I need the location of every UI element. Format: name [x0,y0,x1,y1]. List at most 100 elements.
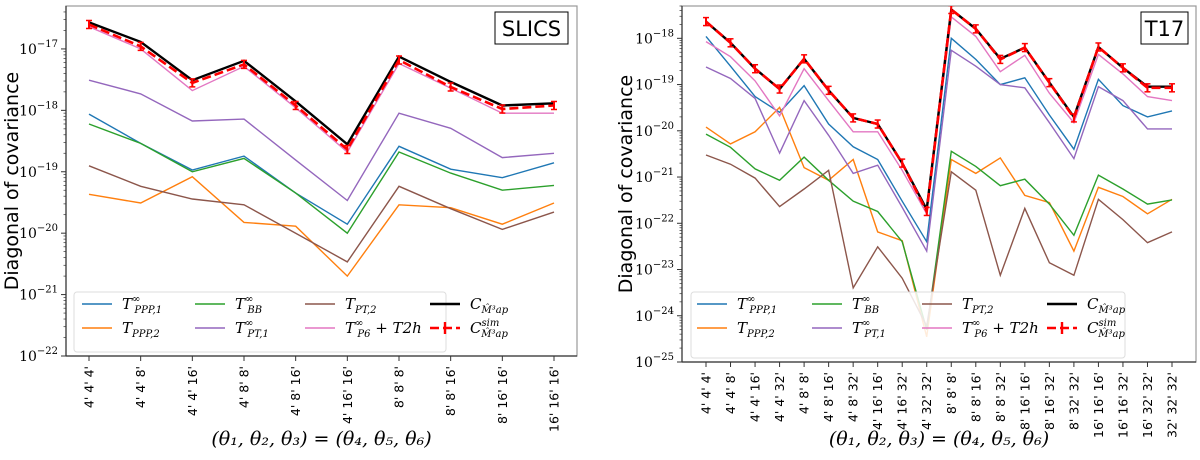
t17-panel: 10−25 10−24 10−23 10−22 10−21 10−20 10−19 10−18… [615,5,1197,450]
legend: T∞ PPP,1 TPPP,2 T∞ BBT∞ PT,1 TPT,2T∞ P6 + T2h CM… [73,291,509,353]
legend-frame [690,291,1126,359]
legend: T∞ PPP,1 TPPP,2 T∞ BBT∞ PT,1 TPT,2T∞ P6 + T2h CM… [690,291,1126,359]
legend-label: T∞ PT,1 [852,318,886,340]
y-tick-label: 10−21 [635,167,674,186]
legend-label: Csim M̂³ap [1087,318,1126,340]
series-group [703,6,1175,337]
series-line-tpt2 [88,165,555,263]
legend-label: T∞ PPP,1 [737,294,777,316]
y-tick-label: 10−20 [635,121,674,140]
legend-label: CM̂³ap [1087,295,1126,316]
legend-label: TPT,2 [962,295,994,316]
legend-item-tppp1: T∞ PPP,1 [697,294,777,316]
y-tick-label: 10−22 [19,346,58,365]
x-tick-label: 4' 4' 8' [723,372,738,414]
y-tick-label: 10−18 [19,100,58,119]
legend-label: Csim M̂³ap [470,318,509,340]
legend-item-tppp2: TPPP,2 [82,319,160,340]
y-tick-label: 10−24 [635,306,674,325]
legend-item-tppp1: T∞ PPP,1 [82,294,162,316]
series-line-tppp2 [88,175,555,278]
legend-label: CM̂³ap [470,295,509,316]
series-line-tpt1 [88,79,555,202]
legend-label: T∞ BB [852,294,879,316]
legend-item-tpt1: T∞ PT,1 [812,318,886,340]
x-tick-label: 4' 4' 16' [185,366,200,416]
x-tick-label: 8' 8' 8' [392,366,407,408]
x-tick-label: 8' 8' 16' [968,372,983,422]
series-line-csim [88,23,555,152]
y-tick-label: 10−17 [19,39,58,58]
y-tick-label: 10−18 [635,28,674,47]
y-tick-label: 10−23 [635,260,674,279]
x-tick-label: 4' 4' 16' [748,372,763,422]
x-tick-label: 4' 4' 32' [772,372,787,422]
legend-item-tbb: T∞ BB [195,294,262,316]
legend-label: T∞ P6 + T2h [962,318,1039,340]
x-tick-label: 8' 16' 32' [1042,372,1057,430]
dataset-tag: T17 [1144,17,1185,41]
series-line-tppp1 [88,113,555,226]
legend-label: T∞ BB [235,294,262,316]
series-line-c [88,21,555,147]
y-tick-label: 10−25 [635,352,674,371]
x-tick-label: 8' 16' 16' [495,366,510,424]
x-tick-label: 16' 16' 16' [547,366,562,432]
legend-label: TPPP,2 [122,319,160,340]
dataset-tag-box [494,11,569,45]
slics-panel: 10−22 10−21 10−20 10−19 10−18 10−17 4' 4' 4' 4'… [1,5,578,450]
x-tick-label: 8' 8' 32' [993,372,1008,422]
y-tick-label: 10−19 [19,162,58,181]
x-tick-label: 8' 32' 32' [1066,372,1081,430]
x-tick-label: 16' 16' 32' [1115,372,1130,438]
x-tick-label: 4' 32' 32' [919,372,934,430]
x-tick-label: 4' 8' 8' [797,372,812,414]
x-axis-label: (θ₁, θ₂, θ₃) = (θ₄, θ₅, θ₆) [829,428,1049,450]
series-line-tbb [88,123,555,235]
x-tick-label: 4' 4' 4' [699,372,714,414]
series-line-tbb [705,133,1173,330]
x-tick-label: 4' 16' 16' [870,372,885,430]
x-tick-label: 4' 8' 16' [288,366,303,416]
dataset-tag-box [1140,11,1189,45]
y-axis-label: Diagonal of covariance [615,75,637,293]
legend-label: T∞ PPP,1 [122,294,162,316]
series-line-tp6 [88,26,554,154]
x-tick-label: 4' 4' 8' [133,366,148,408]
x-tick-label: 8' 8' 16' [443,366,458,416]
x-tick-label: 4' 16' 32' [895,372,910,430]
y-tick-label: 10−20 [19,223,58,242]
legend-item-csim: Csim M̂³ap [430,318,509,340]
series-line-tpt2 [705,154,1173,329]
y-axis-label: Diagonal of covariance [1,72,23,290]
y-tick-label: 10−19 [635,75,674,94]
y-tick-label: 10−22 [635,213,674,232]
legend-label: TPT,2 [345,295,377,316]
x-tick-label: 8' 16' 16' [1017,372,1032,430]
legend-item-tpt1: T∞ PT,1 [195,318,269,340]
legend-item-tppp2: TPPP,2 [697,319,775,340]
series-line-tpt1 [705,49,1172,254]
x-tick-label: 16' 16' 16' [1091,372,1106,438]
legend-item-tp6: T∞ P6 + T2h [305,318,422,340]
legend-item-tbb: T∞ BB [812,294,879,316]
x-tick-label: 32' 32' 32' [1165,372,1180,438]
legend-item-tpt2: TPT,2 [922,295,994,316]
x-tick-label: 4' 8' 32' [846,372,861,422]
legend-item-tpt2: TPT,2 [305,295,377,316]
legend-label: T∞ P6 + T2h [345,318,422,340]
legend-item-c: CM̂³ap [430,295,509,316]
x-tick-label: 16' 32' 32' [1140,372,1155,438]
legend-label: TPPP,2 [737,319,775,340]
x-tick-label: 4' 4' 4' [82,366,97,408]
x-tick-label: 4' 16' 16' [340,366,355,424]
series-group [86,19,557,278]
x-tick-label: 8' 8' 8' [944,372,959,414]
series-line-tppp1 [705,35,1173,244]
legend-item-csim: Csim M̂³ap [1047,318,1126,340]
x-tick-label: 4' 8' 8' [237,366,252,408]
x-axis-label: (θ₁, θ₂, θ₃) = (θ₄, θ₅, θ₆) [211,428,431,450]
legend-item-c: CM̂³ap [1047,295,1126,316]
legend-item-tp6: T∞ P6 + T2h [922,318,1039,340]
